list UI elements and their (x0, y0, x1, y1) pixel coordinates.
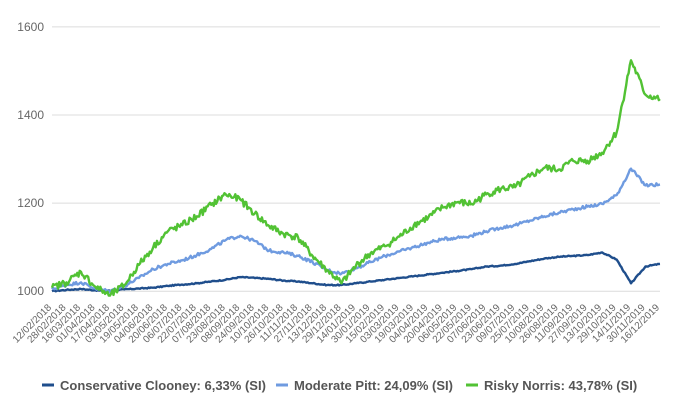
legend-label: Moderate Pitt: 24,09% (SI) (294, 378, 453, 393)
series-line-3 (50, 59, 661, 297)
gridlines (52, 26, 660, 292)
legend: Conservative Clooney: 6,33% (SI) Moderate… (42, 378, 637, 393)
series-lines (50, 59, 661, 297)
y-tick-label: 1400 (17, 108, 44, 122)
series-line-1 (51, 251, 661, 293)
y-tick-label: 1600 (17, 20, 44, 34)
legend-label: Risky Norris: 43,78% (SI) (484, 378, 637, 393)
x-axis-tick-labels: 12/02/201828/02/201816/03/201801/04/2018… (11, 302, 662, 345)
legend-label: Conservative Clooney: 6,33% (SI) (60, 378, 266, 393)
y-tick-label: 1200 (17, 196, 44, 210)
series-line-2 (51, 167, 661, 294)
y-tick-label: 1000 (17, 284, 44, 298)
y-axis-tick-labels: 1000 1200 1400 1600 (17, 20, 44, 298)
